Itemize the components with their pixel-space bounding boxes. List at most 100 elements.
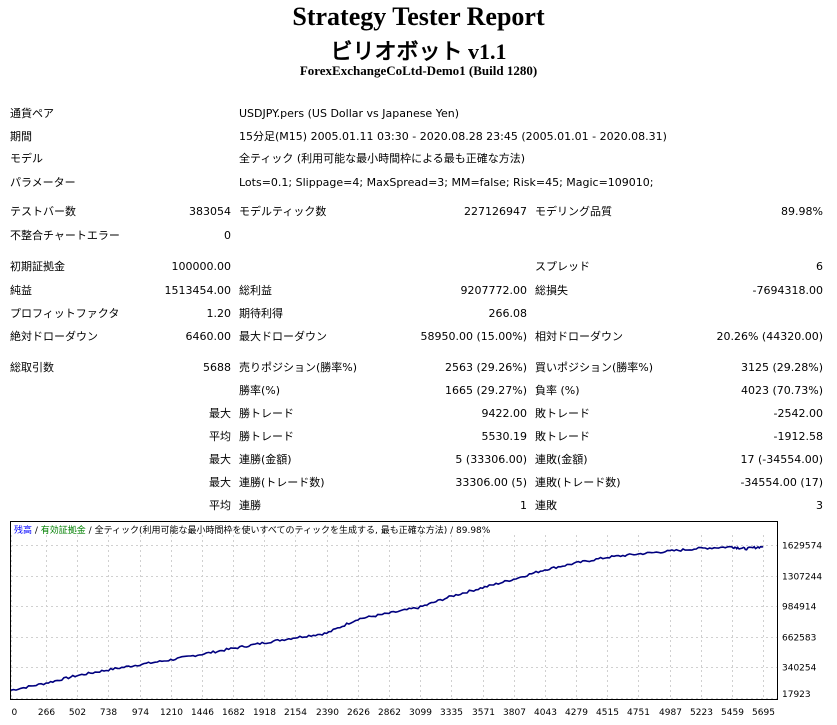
short-label: 売りポジション(勝率%) [239,361,358,374]
max-word-1: 最大 [209,407,231,420]
y-tick-label: 17923 [782,690,811,700]
plot-frame [10,521,778,700]
x-tick-label: 1682 [222,708,245,718]
quality-value: 89.98% [781,205,823,218]
symbol-value: USDJPY.pers (US Dollar vs Japanese Yen) [239,107,459,120]
legend-sep-2: / [86,526,95,536]
cons-wins-money-label: 連勝(金額) [239,453,292,466]
legend-volume: 有効証拠金 [41,524,86,536]
x-tick-label: 2390 [316,708,339,718]
long-label: 買いポジション(勝率%) [535,361,654,374]
spread-label: スプレッド [535,260,590,273]
win-label: 勝率(%) [239,384,281,397]
rel-dd-value: 20.26% (44320.00) [716,330,823,343]
ticks-label: モデルティック数 [239,205,327,218]
payoff-value: 266.08 [488,307,528,320]
avg-word-1: 平均 [209,430,231,443]
x-tick-label: 738 [100,708,117,718]
x-tick-label: 2862 [378,708,401,718]
mismatch-value: 0 [224,229,231,242]
model-value: 全ティック (利用可能な最小時間枠による最も正確な方法) [239,152,526,165]
legend-sep-3: / [447,526,456,536]
tick-layer: 17923 340254 662583 984914 1307244 1629574 0 26… [12,542,823,719]
mismatch-label: 不整合チャートエラー [10,229,120,242]
avg-cons-wins-value: 1 [520,499,527,512]
cons-losses-money-label: 連敗(金額) [535,453,588,466]
x-tick-label: 4515 [596,708,619,718]
win-value: 1665 (29.27%) [444,384,527,397]
ea-name: ビリオボット v1.1 [330,39,507,64]
cons-profit-value: 33306.00 (5) [455,476,527,489]
spread-value: 6 [816,260,823,273]
max-dd-value: 58950.00 (15.00%) [420,330,527,343]
x-tick-label: 2154 [284,708,307,718]
x-tick-label: 0 [12,708,18,718]
symbol-label: 通貨ペア [10,107,54,120]
y-tick-label: 662583 [782,634,816,644]
avg-cons-losses-value: 3 [816,499,823,512]
long-value: 3125 (29.28%) [740,361,823,374]
grid-layer [11,535,777,699]
cons-profit-label: 連勝(トレード数) [239,476,325,489]
largest-loss-value: -2542.00 [773,407,823,420]
x-tick-label: 502 [69,708,86,718]
x-tick-label: 3099 [409,708,432,718]
cons-losses-money-value: 17 (-34554.00) [740,453,823,466]
x-tick-label: 3807 [503,708,526,718]
largest-win-label: 勝トレード [239,407,294,420]
balance-chart-svg: 残高 / 有効証拠金 / 全ティック(利用可能な最小時間枠を使いすべてのティック… [10,521,823,719]
x-tick-label: 1210 [160,708,183,718]
report-title: Strategy Tester Report [292,2,545,31]
x-tick-label: 974 [132,708,149,718]
average-loss-label: 敗トレード [535,430,590,443]
x-tick-label: 4279 [565,708,588,718]
legend-model: 全ティック(利用可能な最小時間枠を使いすべてのティックを生成する, 最も正確な方… [95,524,448,536]
average-loss-value: -1912.58 [773,430,823,443]
largest-loss-label: 敗トレード [535,407,590,420]
period-label: 期間 [10,130,32,143]
cons-wins-money-value: 5 (33306.00) [455,453,527,466]
trades-label: 総取引数 [10,361,54,374]
avg-word-2: 平均 [209,499,231,512]
gross-loss-value: -7694318.00 [752,284,823,297]
balance-line [10,545,764,691]
chart-legend: 残高 / 有効証拠金 / 全ティック(利用可能な最小時間枠を使いすべてのティック… [14,524,491,536]
legend-balance: 残高 [14,524,32,536]
bars-label: テストバー数 [10,205,76,218]
abs-dd-value: 6460.00 [185,330,232,343]
x-tick-label: 2626 [347,708,370,718]
avg-cons-losses-label: 連敗 [535,499,557,512]
x-tick-label: 5459 [721,708,744,718]
avg-cons-wins-label: 連勝 [239,499,261,512]
loss-value: 4023 (70.73%) [740,384,823,397]
x-tick-label: 266 [38,708,55,718]
loss-label: 負率 (%) [535,384,580,397]
model-label: モデル [10,152,43,165]
period-value: 15分足(M15) 2005.01.11 03:30 - 2020.08.28 … [239,130,667,143]
legend-quality: 89.98% [456,526,491,536]
x-tick-label: 4751 [627,708,650,718]
y-tick-label: 1629574 [782,542,822,552]
ticks-value: 227126947 [464,205,527,218]
gross-loss-label: 総損失 [535,284,568,297]
server-build: ForexExchangeCoLtd-Demo1 (Build 1280) [299,63,538,78]
max-word-2: 最大 [209,453,231,466]
x-tick-label: 5695 [752,708,775,718]
net-value: 1513454.00 [164,284,231,297]
bars-value: 383054 [189,205,231,218]
x-tick-label: 1918 [253,708,276,718]
cons-loss-label: 連敗(トレード数) [535,476,621,489]
max-word-3: 最大 [209,476,231,489]
y-tick-label: 1307244 [782,573,822,583]
y-tick-label: 340254 [782,664,817,674]
params-label: パラメーター [10,176,76,189]
pf-label: プロフィットファクタ [10,307,120,320]
abs-dd-label: 絶対ドローダウン [10,330,98,343]
rel-dd-label: 相対ドローダウン [535,330,623,343]
net-label: 純益 [10,284,32,297]
average-win-value: 5530.19 [481,430,528,443]
gross-profit-label: 総利益 [239,284,272,297]
short-value: 2563 (29.26%) [444,361,527,374]
max-dd-label: 最大ドローダウン [239,330,327,343]
balance-chart: 残高 / 有効証拠金 / 全ティック(利用可能な最小時間枠を使いすべてのティック… [10,521,830,725]
